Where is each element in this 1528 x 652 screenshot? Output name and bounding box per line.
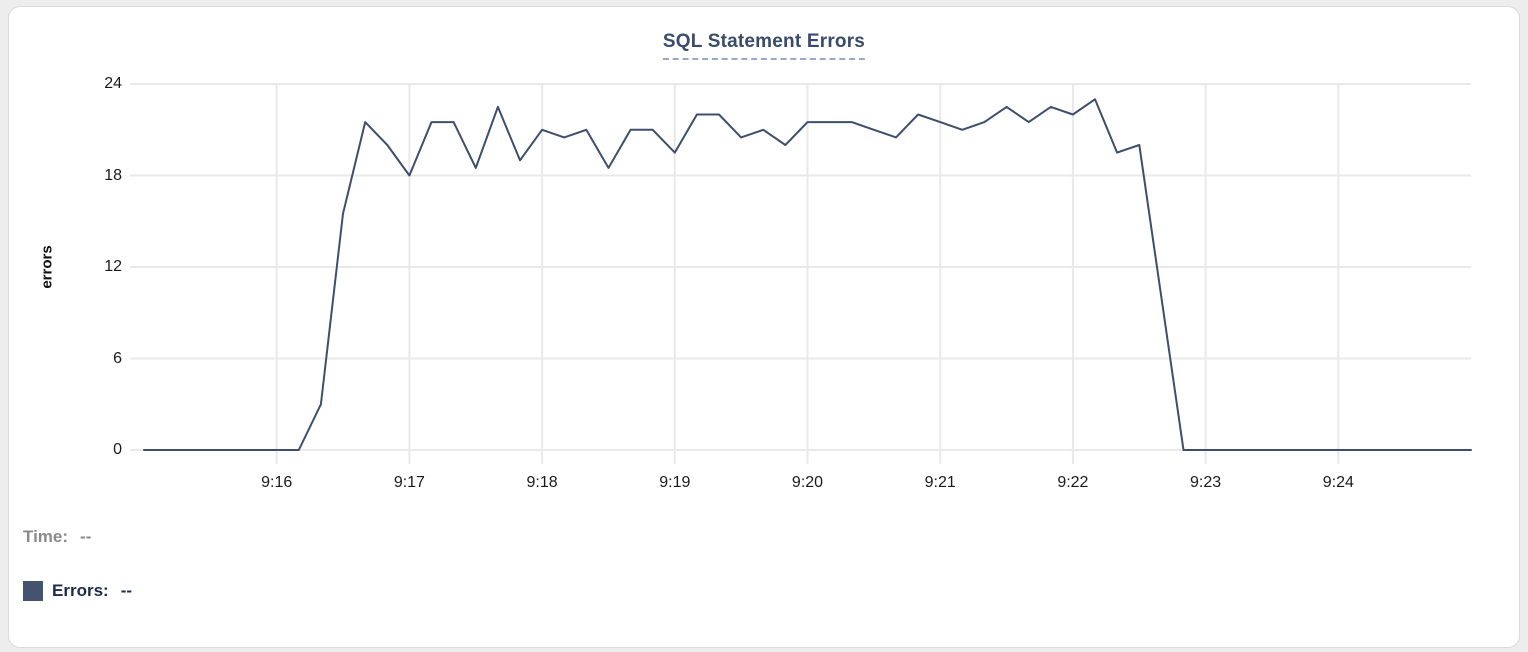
legend-errors-label: Errors: [52,581,109,600]
chart-card: SQL Statement Errors errors 0 6 12 18 24 9:1… [8,6,1520,648]
chart-legend: Time: -- Errors: -- [23,525,132,633]
y-axis-label: errors [38,245,56,289]
y-tick-label: 18 [104,166,122,184]
x-tick-label: 9:16 [261,474,293,491]
x-tick-label: 9:17 [393,474,425,491]
x-tick-label: 9:22 [1057,474,1089,491]
legend-time-label: Time: [23,527,69,546]
x-tick-label: 9:19 [659,474,691,491]
y-tick-label: 0 [113,441,122,458]
errors-series-swatch [23,581,43,601]
x-tick-label: 9:20 [791,474,824,491]
errors-series-line [143,98,1472,451]
horizontal-gridlines [130,83,1471,451]
plot-area[interactable] [9,7,1521,469]
x-tick-label: 9:18 [526,474,558,491]
x-tick-label: 9:21 [924,474,956,491]
x-tick-label: 9:24 [1322,474,1354,491]
chart-title[interactable]: SQL Statement Errors [662,31,866,60]
legend-time-row: Time: -- [23,525,132,549]
y-tick-label: 6 [113,349,122,367]
x-tick-label: 9:23 [1190,474,1222,491]
y-tick-label: 24 [104,75,122,92]
vertical-gridlines [275,84,1340,464]
legend-time-value: -- [80,527,92,546]
y-tick-label: 12 [104,258,122,275]
legend-errors-value: -- [120,581,133,600]
legend-errors-row[interactable]: Errors: -- [23,579,132,603]
